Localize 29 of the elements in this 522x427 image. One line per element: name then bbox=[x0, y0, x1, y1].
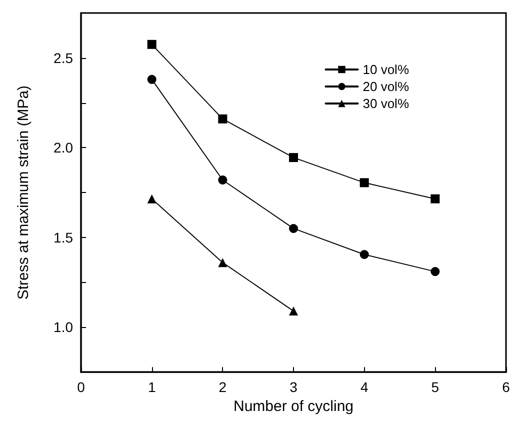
point bbox=[289, 153, 298, 162]
y-tick-label: 2.0 bbox=[54, 140, 74, 156]
point bbox=[360, 178, 369, 188]
point bbox=[289, 224, 298, 233]
legend-label: 20 vol% bbox=[362, 79, 410, 94]
point bbox=[147, 194, 156, 204]
x-tick-label: 1 bbox=[148, 379, 156, 396]
point bbox=[218, 114, 228, 124]
x-tick-label: 4 bbox=[360, 379, 368, 396]
point bbox=[147, 40, 156, 49]
x-tick-label: 2 bbox=[218, 379, 227, 396]
x-tick-label: 6 bbox=[502, 379, 510, 396]
legend-label: 10 vol% bbox=[362, 62, 410, 77]
y-tick-label: 1.0 bbox=[54, 319, 74, 336]
x-tick-label: 5 bbox=[431, 379, 440, 396]
point bbox=[147, 74, 156, 84]
x-tick-label: 0 bbox=[77, 379, 86, 396]
point bbox=[289, 306, 298, 316]
point bbox=[360, 250, 369, 259]
x-axis-title: Number of cycling bbox=[233, 398, 354, 415]
legend-label: 30 vol% bbox=[362, 96, 410, 111]
point bbox=[430, 267, 440, 276]
point bbox=[218, 175, 228, 184]
y-axis-title: Stress at maximum strain (MPa) bbox=[15, 85, 32, 300]
point bbox=[430, 194, 440, 204]
y-tick-label: 1.5 bbox=[54, 229, 74, 246]
x-tick-label: 3 bbox=[290, 379, 298, 396]
point bbox=[218, 258, 228, 268]
y-tick-label: 2.5 bbox=[54, 50, 74, 66]
